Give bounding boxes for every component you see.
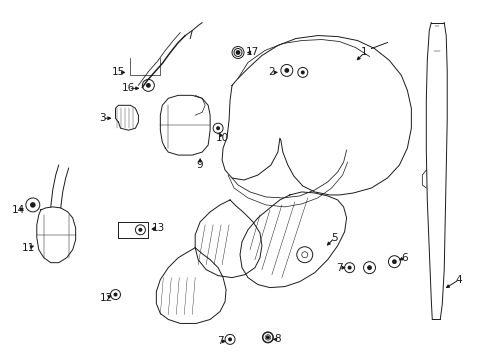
Text: 12: 12: [100, 293, 113, 302]
Circle shape: [366, 265, 371, 270]
Circle shape: [146, 83, 150, 88]
Circle shape: [284, 68, 288, 73]
Circle shape: [347, 266, 351, 270]
Circle shape: [113, 293, 117, 297]
Circle shape: [216, 126, 220, 130]
Circle shape: [227, 337, 232, 341]
Text: 7: 7: [336, 263, 342, 273]
Text: 8: 8: [274, 334, 281, 345]
Circle shape: [300, 71, 304, 75]
Text: 5: 5: [331, 233, 337, 243]
Text: 13: 13: [151, 223, 164, 233]
Text: 17: 17: [245, 48, 258, 58]
Text: 2: 2: [268, 67, 275, 77]
Text: 11: 11: [22, 243, 36, 253]
Text: 3: 3: [99, 113, 105, 123]
Circle shape: [391, 259, 396, 264]
Text: 9: 9: [197, 160, 203, 170]
Circle shape: [138, 228, 142, 232]
Text: 7: 7: [216, 336, 223, 346]
Circle shape: [30, 202, 36, 208]
Text: 6: 6: [400, 253, 407, 263]
Text: 1: 1: [361, 48, 367, 58]
Text: 14: 14: [12, 205, 25, 215]
Circle shape: [235, 50, 240, 55]
Text: 15: 15: [112, 67, 125, 77]
Circle shape: [265, 336, 269, 339]
Text: 16: 16: [122, 84, 135, 93]
Text: 4: 4: [455, 275, 462, 285]
Circle shape: [236, 51, 239, 54]
Text: 10: 10: [215, 133, 228, 143]
